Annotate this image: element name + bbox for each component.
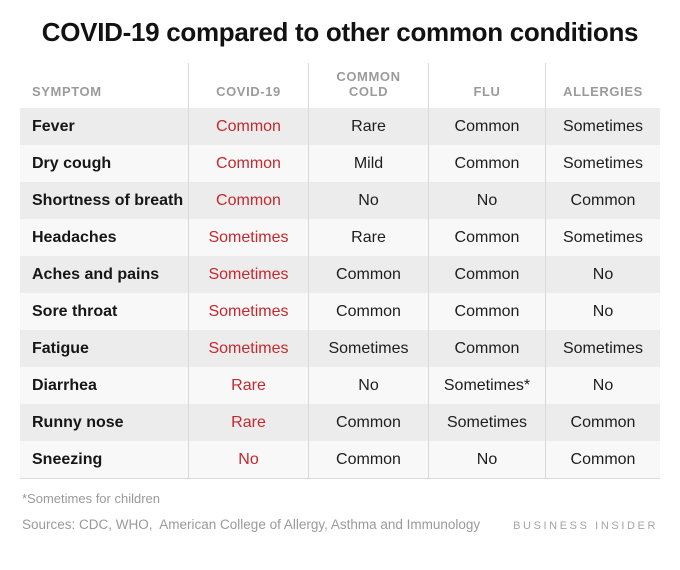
table-row: Fatigue Sometimes Sometimes Common Somet…	[20, 330, 660, 367]
table-row: Sneezing No Common No Common	[20, 441, 660, 478]
flu-cell: Common	[428, 330, 545, 367]
flu-cell: Common	[428, 256, 545, 293]
symptom-cell: Headaches	[32, 228, 117, 246]
symptom-cell: Sore throat	[32, 302, 118, 320]
covid19-cell: Rare	[188, 367, 308, 404]
allergies-cell: Common	[545, 182, 660, 219]
flu-cell: Common	[428, 219, 545, 256]
covid19-cell: Sometimes	[188, 219, 308, 256]
table-row: Shortness of breath Common No No Common	[20, 182, 660, 219]
flu-cell: Sometimes*	[428, 367, 545, 404]
table-row: Diarrhea Rare No Sometimes* No	[20, 367, 660, 404]
infographic-canvas: COVID-19 compared to other common condit…	[0, 17, 680, 570]
covid19-cell: Common	[188, 145, 308, 182]
symptom-cell: Diarrhea	[32, 376, 97, 394]
symptom-cell: Sneezing	[32, 450, 103, 468]
column-header-label: COVID-19	[216, 84, 281, 99]
common-cold-cell: Rare	[308, 108, 428, 145]
column-header-covid19: COVID-19	[188, 63, 308, 108]
table-row: Runny nose Rare Common Sometimes Common	[20, 404, 660, 441]
common-cold-cell: No	[308, 182, 428, 219]
covid19-cell: Sometimes	[188, 293, 308, 330]
footer: Sources: CDC, WHO, American College of A…	[22, 517, 658, 532]
common-cold-cell: Rare	[308, 219, 428, 256]
allergies-cell: Sometimes	[545, 330, 660, 367]
covid19-cell: Sometimes	[188, 330, 308, 367]
table-row: Sore throat Sometimes Common Common No	[20, 293, 660, 330]
allergies-cell: Sometimes	[545, 145, 660, 182]
table-body: Fever Common Rare Common Sometimes Dry c…	[20, 108, 660, 479]
common-cold-cell: Common	[308, 404, 428, 441]
column-header-allergies: ALLERGIES	[545, 63, 660, 108]
symptom-cell: Shortness of breath	[32, 191, 184, 209]
column-header-label: SYMPTOM	[32, 84, 102, 99]
allergies-cell: No	[545, 367, 660, 404]
flu-cell: Common	[428, 145, 545, 182]
table-row: Fever Common Rare Common Sometimes	[20, 108, 660, 145]
symptom-comparison-table: SYMPTOM COVID-19 COMMON COLD FLU ALLERGI…	[20, 63, 660, 479]
flu-cell: Sometimes	[428, 404, 545, 441]
business-insider-logo: BUSINESS INSIDER	[513, 520, 658, 532]
common-cold-cell: Mild	[308, 145, 428, 182]
symptom-cell: Fever	[32, 117, 75, 135]
sources-credit: Sources: CDC, WHO, American College of A…	[22, 517, 481, 532]
column-header-label: COMMON COLD	[336, 69, 401, 99]
column-header-symptom: SYMPTOM	[20, 63, 188, 108]
covid19-cell: Sometimes	[188, 256, 308, 293]
flu-cell: Common	[428, 293, 545, 330]
covid19-cell: Common	[188, 182, 308, 219]
allergies-cell: Sometimes	[545, 108, 660, 145]
page-title: COVID-19 compared to other common condit…	[41, 17, 639, 47]
table-row: Dry cough Common Mild Common Sometimes	[20, 145, 660, 182]
footnote: *Sometimes for children	[22, 491, 160, 506]
column-header-label: FLU	[473, 84, 501, 99]
common-cold-cell: Common	[308, 256, 428, 293]
symptom-cell: Fatigue	[32, 339, 89, 357]
symptom-cell: Aches and pains	[32, 265, 160, 283]
table-row: Aches and pains Sometimes Common Common …	[20, 256, 660, 293]
flu-cell: No	[428, 441, 545, 478]
common-cold-cell: Common	[308, 441, 428, 478]
table-row: Headaches Sometimes Rare Common Sometime…	[20, 219, 660, 256]
allergies-cell: Common	[545, 404, 660, 441]
allergies-cell: No	[545, 256, 660, 293]
column-header-label: ALLERGIES	[563, 84, 643, 99]
covid19-cell: No	[188, 441, 308, 478]
allergies-cell: No	[545, 293, 660, 330]
allergies-cell: Sometimes	[545, 219, 660, 256]
allergies-cell: Common	[545, 441, 660, 478]
common-cold-cell: No	[308, 367, 428, 404]
flu-cell: Common	[428, 108, 545, 145]
covid19-cell: Rare	[188, 404, 308, 441]
symptom-cell: Dry cough	[32, 154, 112, 172]
column-header-flu: FLU	[428, 63, 545, 108]
common-cold-cell: Common	[308, 293, 428, 330]
flu-cell: No	[428, 182, 545, 219]
common-cold-cell: Sometimes	[308, 330, 428, 367]
table-header-row: SYMPTOM COVID-19 COMMON COLD FLU ALLERGI…	[20, 63, 660, 108]
symptom-cell: Runny nose	[32, 413, 124, 431]
column-header-common-cold: COMMON COLD	[308, 63, 428, 108]
covid19-cell: Common	[188, 108, 308, 145]
